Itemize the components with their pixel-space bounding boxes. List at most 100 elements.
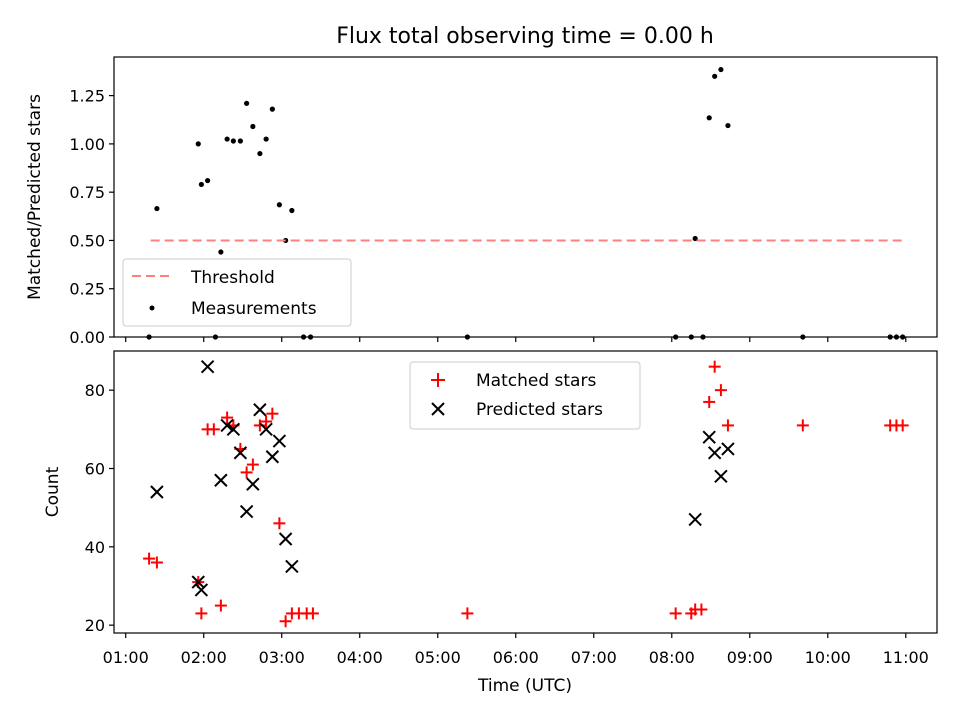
measurement-point xyxy=(276,202,282,208)
measurement-point xyxy=(269,106,275,112)
predicted-stars-points xyxy=(150,359,735,597)
matched-star-point xyxy=(306,607,319,620)
matched-star-point xyxy=(695,603,708,616)
matched-star-point xyxy=(266,407,279,420)
predicted-star-point xyxy=(702,430,716,444)
x-tick-label: 08:00 xyxy=(649,648,695,667)
count-y-axis-label: Count xyxy=(43,466,63,517)
measurement-point xyxy=(198,181,204,188)
matched-star-point xyxy=(260,415,273,428)
matched-star-point xyxy=(195,607,208,620)
matched-star-point xyxy=(143,552,156,565)
matched-star-point xyxy=(253,419,266,432)
x-tick-label: 04:00 xyxy=(337,648,383,667)
predicted-star-point xyxy=(688,512,702,527)
predicted-star-point xyxy=(200,359,215,374)
predicted-star-point xyxy=(239,504,254,519)
y-tick-label: 0.75 xyxy=(69,183,105,202)
measurement-point xyxy=(725,122,731,129)
matched-star-point xyxy=(221,411,234,424)
y-tick-label: 40 xyxy=(85,538,105,557)
predicted-star-point xyxy=(721,442,735,456)
predicted-star-point xyxy=(278,532,293,546)
measurement-point xyxy=(706,115,712,121)
matched-legend-label: Matched stars xyxy=(476,371,596,391)
measurement-point xyxy=(263,136,269,142)
matched-star-point xyxy=(703,395,716,408)
predicted-star-point xyxy=(253,403,267,417)
measurement-point xyxy=(257,150,263,157)
matched-star-point xyxy=(214,599,227,612)
x-tick-label: 05:00 xyxy=(415,648,461,667)
y-tick-label: 0.50 xyxy=(69,231,105,250)
x-axis-label: Time (UTC) xyxy=(477,676,572,696)
predicted-star-point xyxy=(226,422,241,437)
y-tick-label: 1.25 xyxy=(69,87,105,106)
matched-star-point xyxy=(240,466,253,479)
count-legend: Matched stars Predicted stars xyxy=(409,361,641,430)
predicted-star-point xyxy=(191,575,205,589)
y-tick-label: 0.00 xyxy=(69,328,105,347)
x-tick-label: 02:00 xyxy=(181,648,227,667)
count-legend-box xyxy=(409,361,641,430)
predicted-star-point xyxy=(285,559,299,574)
predicted-star-point xyxy=(265,450,280,464)
predicted-star-point xyxy=(194,583,209,597)
predicted-star-point xyxy=(220,418,234,433)
count-x-ticks: 01:00 02:00 03:00 04:00 05:00 06:00 07:00 08:00… xyxy=(103,633,929,667)
matched-star-point xyxy=(714,384,727,397)
predicted-legend-label: Predicted stars xyxy=(476,400,603,420)
matched-star-point xyxy=(279,615,292,628)
measurement-point xyxy=(250,123,256,130)
measurement-point xyxy=(205,177,211,184)
y-tick-label: 60 xyxy=(85,460,105,479)
matched-star-point xyxy=(246,458,259,471)
measurement-point xyxy=(154,205,160,212)
chart-title: Flux total observing time = 0.00 h xyxy=(336,24,714,49)
measurement-point xyxy=(718,66,724,73)
predicted-star-point xyxy=(714,469,728,484)
ratio-panel: 0.00 0.25 0.50 0.75 1.00 1.25 Matched/Predict… xyxy=(25,56,938,347)
measurement-point xyxy=(218,249,224,255)
measurement-point xyxy=(289,207,295,214)
predicted-star-point xyxy=(272,434,287,448)
x-tick-label: 06:00 xyxy=(493,648,539,667)
y-tick-label: 1.00 xyxy=(69,135,105,154)
predicted-star-point xyxy=(233,446,248,460)
x-tick-label: 07:00 xyxy=(571,648,617,667)
x-tick-label: 10:00 xyxy=(805,648,851,667)
y-tick-label: 20 xyxy=(85,616,105,635)
measurement-point xyxy=(195,141,201,147)
measurement-point xyxy=(712,73,718,79)
matched-star-point xyxy=(721,419,734,432)
predicted-star-point xyxy=(707,446,722,460)
ratio-legend: Threshold Measurements xyxy=(122,258,352,327)
matched-star-point xyxy=(669,607,682,620)
matched-stars-points xyxy=(143,360,909,628)
ratio-plot-frame xyxy=(113,56,938,338)
ratio-legend-box xyxy=(122,258,352,327)
matched-star-point xyxy=(461,607,474,620)
predicted-star-point xyxy=(214,473,228,487)
x-tick-label: 09:00 xyxy=(727,648,773,667)
ratio-y-ticks: 0.00 0.25 0.50 0.75 1.00 1.25 xyxy=(69,87,114,347)
measurement-point xyxy=(224,136,230,142)
matched-star-point xyxy=(273,517,286,530)
predicted-legend-swatch xyxy=(431,402,445,416)
matched-star-point xyxy=(150,556,163,569)
count-y-ticks: 20 40 60 80 xyxy=(85,381,114,635)
measurement-point xyxy=(230,138,236,144)
measurement-point xyxy=(244,100,250,106)
ratio-y-axis-label: Matched/Predicted stars xyxy=(25,94,45,300)
measurement-point xyxy=(692,235,698,242)
predicted-star-point xyxy=(150,485,164,499)
matched-star-point xyxy=(207,423,220,436)
measurement-points xyxy=(146,66,906,340)
x-tick-label: 01:00 xyxy=(103,648,149,667)
measurements-legend-swatch xyxy=(149,305,155,311)
x-tick-label: 11:00 xyxy=(883,648,929,667)
threshold-legend-label: Threshold xyxy=(190,268,275,288)
count-plot-frame xyxy=(113,350,938,634)
